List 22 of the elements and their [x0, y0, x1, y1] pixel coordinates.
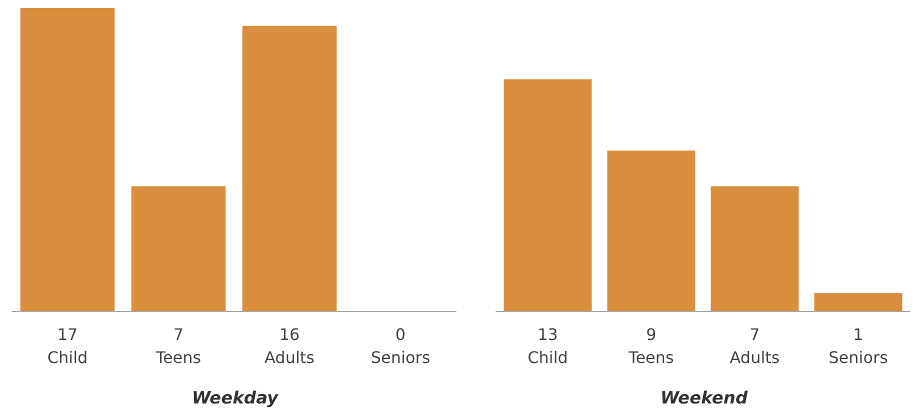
text: Weekday — [192, 388, 280, 408]
bar — [814, 293, 902, 311]
data-label: 16 — [279, 325, 300, 344]
bar — [607, 150, 696, 311]
x-tick-label: Seniors — [828, 348, 888, 367]
x-tick-label: Adults — [264, 348, 315, 367]
data-label: 17 — [57, 325, 78, 344]
x-tick-label: Child — [528, 348, 568, 367]
bar — [504, 79, 592, 311]
data-label: 9 — [646, 325, 656, 344]
x-tick-label: Seniors — [370, 348, 430, 367]
data-label: 1 — [853, 325, 864, 344]
data-label: 7 — [750, 325, 760, 344]
text: Weekend — [660, 388, 748, 408]
data-label: 13 — [538, 325, 558, 344]
bar — [710, 186, 799, 311]
data-label: 0 — [395, 325, 406, 344]
data-label: 7 — [173, 325, 184, 344]
x-tick-label: Teens — [154, 348, 202, 367]
x-tick-label: Teens — [628, 348, 674, 367]
x-tick-label: Child — [47, 348, 88, 367]
x-tick-label: Adults — [730, 348, 780, 367]
